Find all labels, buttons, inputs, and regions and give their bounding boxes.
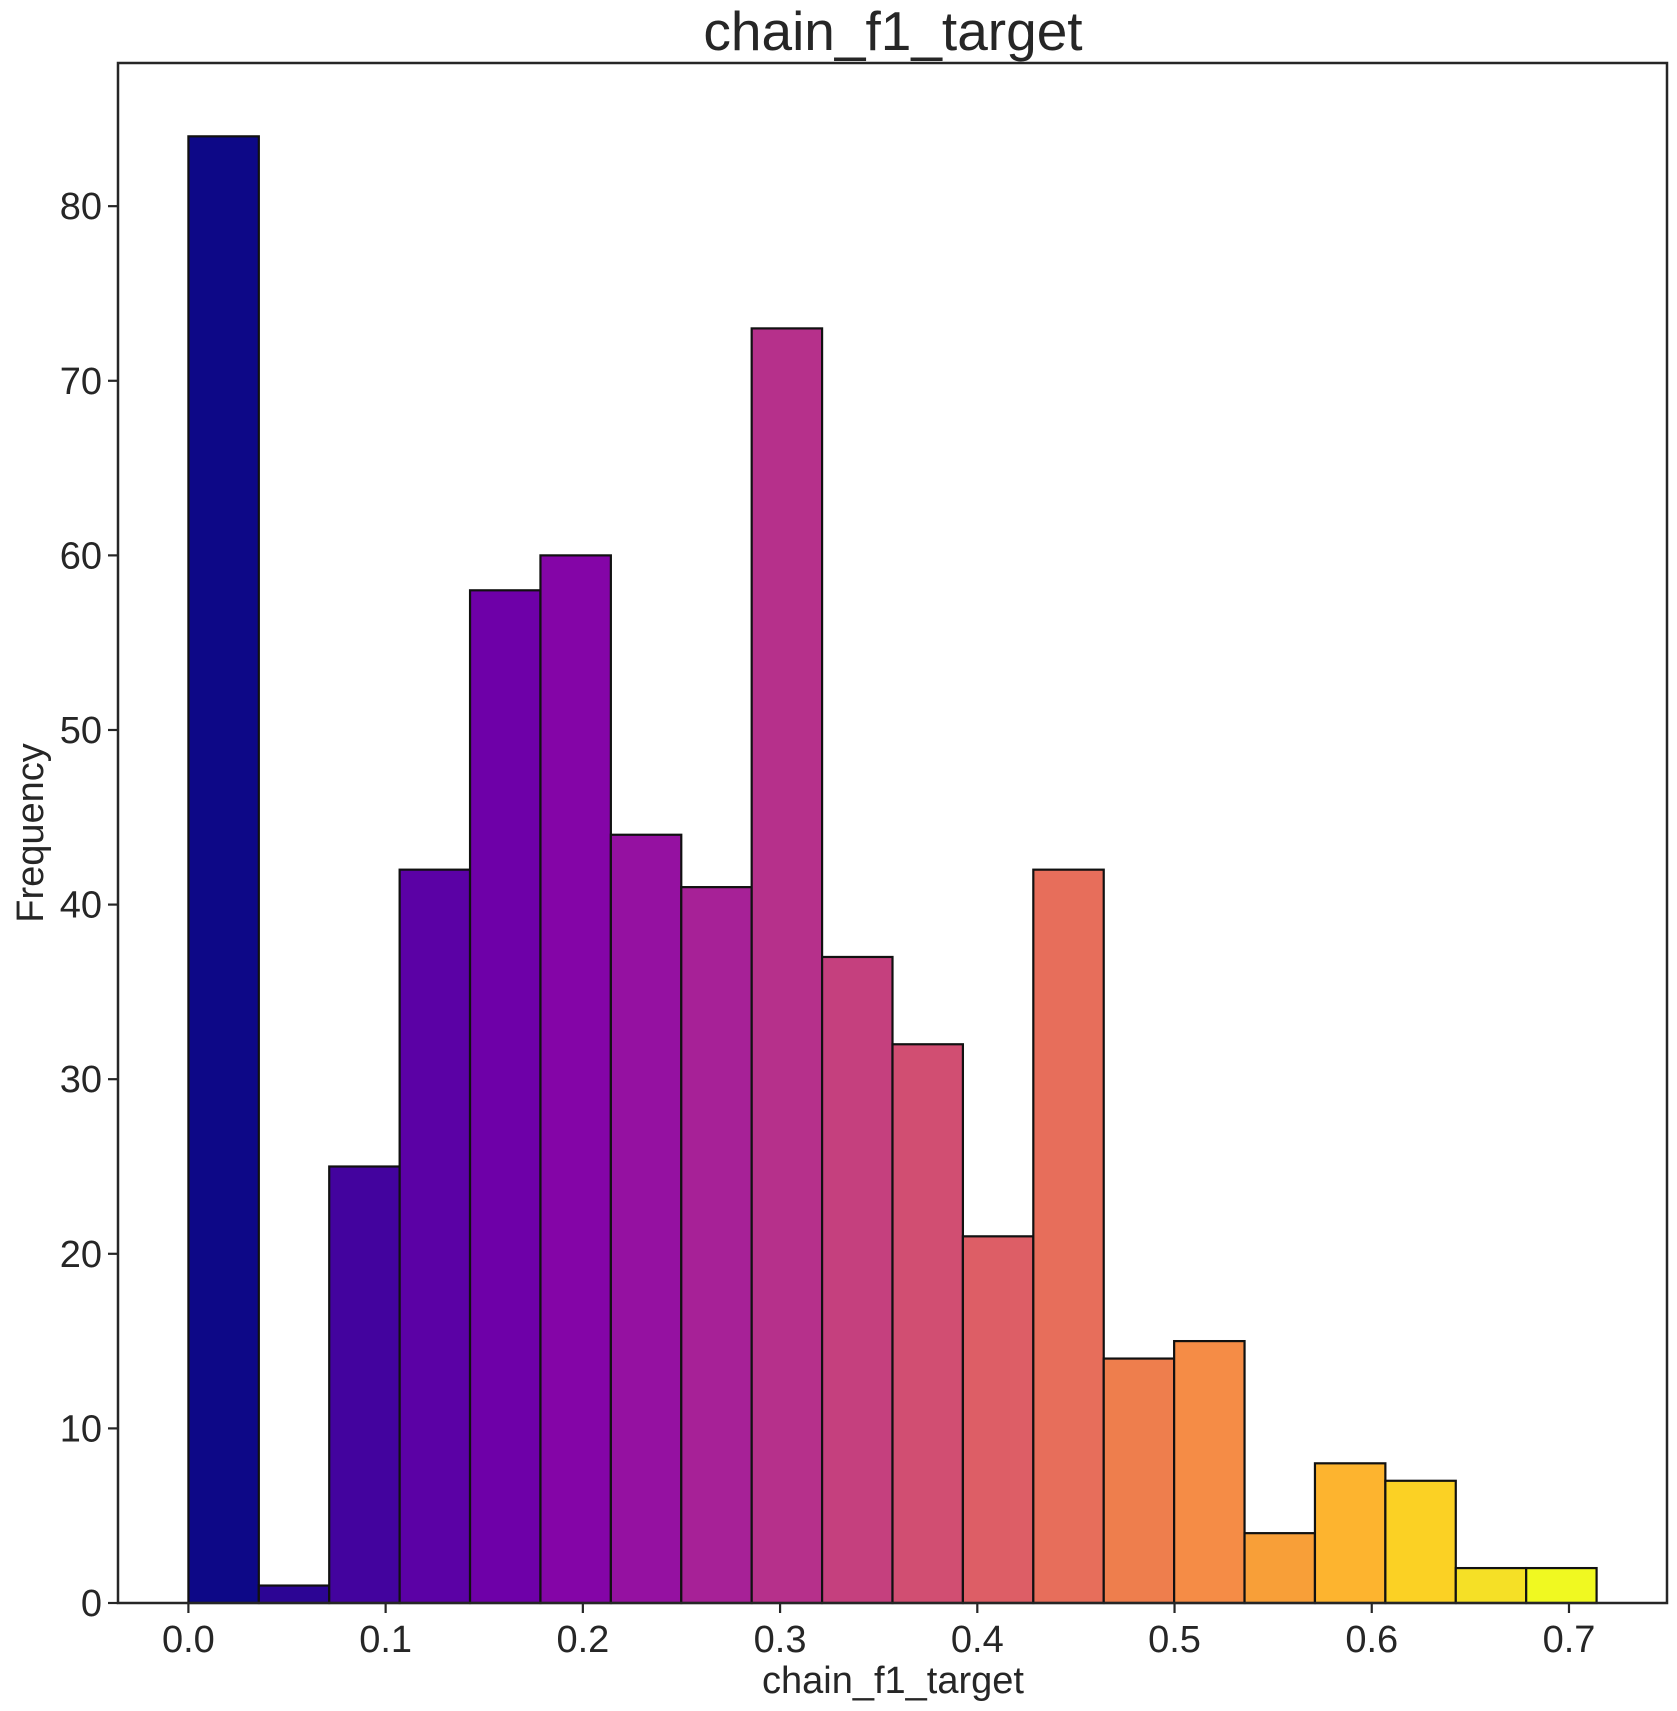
histogram-bar <box>1102 1357 1176 1605</box>
y-tick-label: 20 <box>60 1234 102 1276</box>
y-tick-label: 80 <box>60 186 102 228</box>
histogram-bar <box>1454 1566 1528 1605</box>
chart-title: chain_f1_target <box>703 0 1082 62</box>
x-tick-label: 0.0 <box>162 1619 215 1661</box>
histogram-bar <box>398 868 472 1605</box>
histogram-bar <box>1173 1339 1246 1605</box>
histogram-bar <box>1243 1532 1317 1605</box>
y-tick-label: 40 <box>60 885 102 927</box>
x-tick-label: 0.5 <box>1148 1619 1201 1661</box>
plot-frame <box>116 61 1669 1605</box>
y-tick-label: 70 <box>60 361 102 403</box>
y-tick-label: 10 <box>60 1408 102 1450</box>
histogram-bar <box>961 1235 1035 1605</box>
histogram-bar <box>468 589 542 1605</box>
x-axis-ticks: 0.0 0.1 0.2 0.3 0.4 0.5 0.6 0.7 <box>162 1603 1595 1661</box>
histogram-bar <box>680 886 753 1605</box>
histogram-bar <box>609 833 683 1605</box>
x-tick-label: 0.7 <box>1543 1619 1596 1661</box>
histogram-bar <box>539 554 612 1605</box>
y-tick-label: 30 <box>60 1059 102 1101</box>
histogram-bar <box>1384 1479 1457 1605</box>
bars-group <box>187 135 1598 1605</box>
histogram-bar <box>891 1043 965 1605</box>
histogram-bar <box>257 1584 331 1605</box>
x-tick-label: 0.3 <box>754 1619 807 1661</box>
histogram-bar <box>820 955 894 1605</box>
histogram-bar <box>187 135 260 1605</box>
x-tick-label: 0.4 <box>951 1619 1004 1661</box>
y-tick-label: 50 <box>60 710 102 752</box>
x-tick-label: 0.6 <box>1345 1619 1398 1661</box>
y-tick-label: 0 <box>81 1583 102 1625</box>
x-tick-label: 0.2 <box>556 1619 609 1661</box>
y-axis-label: Frequency <box>10 743 52 923</box>
y-tick-label: 60 <box>60 535 102 577</box>
y-axis-ticks: 0 10 20 30 40 50 60 70 80 <box>60 186 118 1625</box>
histogram-bar <box>750 327 824 1605</box>
histogram-bar <box>1313 1462 1387 1605</box>
histogram-bar <box>1032 868 1105 1605</box>
x-tick-label: 0.1 <box>359 1619 412 1661</box>
histogram-bar <box>1525 1566 1598 1605</box>
x-axis-label: chain_f1_target <box>762 1660 1024 1702</box>
histogram-bar <box>328 1165 401 1605</box>
